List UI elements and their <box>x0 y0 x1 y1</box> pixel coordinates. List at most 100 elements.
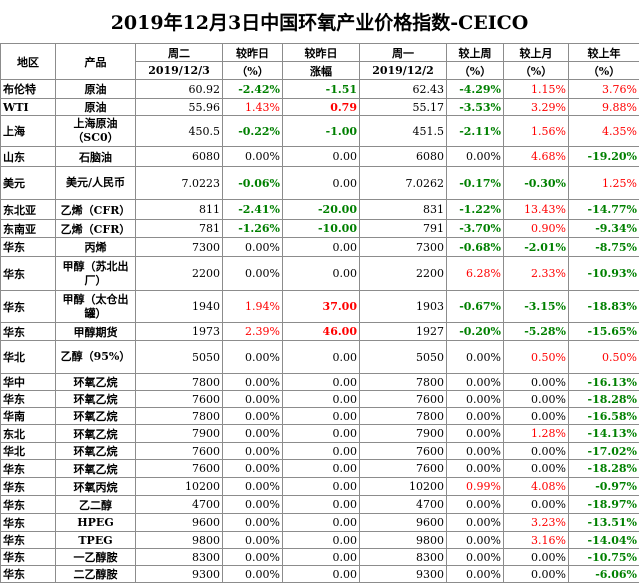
tue-value-cell: 9800 <box>135 531 223 549</box>
mon-value-cell: 9300 <box>359 565 447 583</box>
day-change-abs-cell: 0.00 <box>282 256 360 291</box>
product-cell: 乙烯（CFR） <box>55 199 136 220</box>
product-cell: 美元/人民币 <box>55 166 136 200</box>
month-change-cell: 0.00% <box>503 548 569 566</box>
week-change-cell: 0.00% <box>446 442 504 460</box>
week-change-cell: -2.11% <box>446 115 504 147</box>
table-row: 东北 环氧乙烷 7900 0.00% 0.00 7900 0.00% 1.28% -14.13% <box>0 424 639 443</box>
month-change-cell: 4.08% <box>503 477 569 496</box>
year-change-cell: -0.97% <box>568 477 639 496</box>
product-cell: 甲醇（太仓出罐） <box>55 290 136 323</box>
month-change-cell: 4.68% <box>503 146 569 167</box>
day-change-abs-cell: 0.00 <box>282 459 360 478</box>
day-change-pct-cell: 0.00% <box>222 407 283 425</box>
tue-value-cell: 10200 <box>135 477 223 496</box>
region-cell: 华北 <box>0 442 56 460</box>
month-change-cell: 3.23% <box>503 513 569 532</box>
day-change-abs-cell: 0.00 <box>282 565 360 583</box>
header-tue-date: 2019/12/3 <box>135 61 223 80</box>
mon-value-cell: 10200 <box>359 477 447 496</box>
year-change-cell: -19.20% <box>568 146 639 167</box>
day-change-pct-cell: 0.00% <box>222 340 283 374</box>
table-row: 华东 环氧乙烷 7600 0.00% 0.00 7600 0.00% 0.00% -18.28% <box>0 459 639 478</box>
week-change-cell: 6.28% <box>446 256 504 291</box>
region-cell: 华东 <box>0 256 56 291</box>
table-row: 华东 丙烯 7300 0.00% 0.00 7300 -0.68% -2.01% -8.75% <box>0 237 639 257</box>
product-cell: 环氧丙烷 <box>55 477 136 496</box>
region-cell: 华东 <box>0 459 56 478</box>
table-row: 华东 环氧乙烷 7600 0.00% 0.00 7600 0.00% 0.00% -18.28% <box>0 390 639 408</box>
week-change-cell: -3.70% <box>446 219 504 238</box>
year-change-cell: -9.34% <box>568 219 639 238</box>
mon-value-cell: 7600 <box>359 459 447 478</box>
product-cell: HPEG <box>55 513 136 532</box>
product-cell: TPEG <box>55 531 136 549</box>
mon-value-cell: 7300 <box>359 237 447 257</box>
region-cell: 上海 <box>0 115 56 147</box>
table-row: 美元 美元/人民币 7.0223 -0.06% 0.00 7.0262 -0.17% -0.3… <box>0 166 639 200</box>
day-change-abs-cell: 0.00 <box>282 477 360 496</box>
week-change-cell: 0.00% <box>446 513 504 532</box>
month-change-cell: -3.15% <box>503 290 569 323</box>
mon-value-cell: 7600 <box>359 390 447 408</box>
year-change-cell: 9.88% <box>568 98 639 116</box>
tue-value-cell: 7600 <box>135 459 223 478</box>
table-row: 华北 乙醇（95%） 5050 0.00% 0.00 5050 0.00% 0.50% 0.50… <box>0 340 639 374</box>
mon-value-cell: 6080 <box>359 146 447 167</box>
table-row: 东北亚 乙烯（CFR） 811 -2.41% -20.00 831 -1.22% 13.43%… <box>0 199 639 220</box>
tue-value-cell: 811 <box>135 199 223 220</box>
region-cell: 美元 <box>0 166 56 200</box>
year-change-cell: -13.51% <box>568 513 639 532</box>
tue-value-cell: 7600 <box>135 442 223 460</box>
mon-value-cell: 8300 <box>359 548 447 566</box>
tue-value-cell: 450.5 <box>135 115 223 147</box>
region-cell: 华东 <box>0 322 56 341</box>
table-row: 山东 石脑油 6080 0.00% 0.00 6080 0.00% 4.68% -19.20% <box>0 146 639 167</box>
header-mon-date: 2019/12/2 <box>359 61 447 80</box>
table-row: WTI 原油 55.96 1.43% 0.79 55.17 -3.53% 3.29% 9.88% <box>0 98 639 116</box>
day-change-abs-cell: -10.00 <box>282 219 360 238</box>
tue-value-cell: 6080 <box>135 146 223 167</box>
table-row: 上海 上海原油（SC0） 450.5 -0.22% -1.00 451.5 -2.11% 1.… <box>0 115 639 147</box>
sheet-title: 2019年12月3日中国环氧产业价格指数-CEICO <box>110 12 529 34</box>
month-change-cell: 0.50% <box>503 340 569 374</box>
day-change-pct-cell: -0.22% <box>222 115 283 147</box>
day-change-pct-cell: -0.06% <box>222 166 283 200</box>
region-cell: 华东 <box>0 495 56 514</box>
month-change-cell: 1.56% <box>503 115 569 147</box>
month-change-cell: 0.00% <box>503 495 569 514</box>
mon-value-cell: 62.43 <box>359 79 447 99</box>
day-change-abs-cell: 0.00 <box>282 390 360 408</box>
region-cell: 华东 <box>0 513 56 532</box>
week-change-cell: 0.00% <box>446 407 504 425</box>
header-product: 产品 <box>55 43 136 80</box>
mon-value-cell: 1927 <box>359 322 447 341</box>
week-change-cell: 0.00% <box>446 531 504 549</box>
day-change-abs-cell: 0.79 <box>282 98 360 116</box>
day-change-pct-cell: 0.00% <box>222 548 283 566</box>
table-row: 华北 环氧乙烷 7600 0.00% 0.00 7600 0.00% 0.00% -17.02% <box>0 442 639 460</box>
mon-value-cell: 7600 <box>359 442 447 460</box>
month-change-cell: 0.00% <box>503 442 569 460</box>
price-table: 地区 产品 周二 较昨日 较昨日 周一 较上周 较上月 较上年 2019/12/… <box>0 43 639 583</box>
tue-value-cell: 2200 <box>135 256 223 291</box>
mon-value-cell: 4700 <box>359 495 447 514</box>
mon-value-cell: 1903 <box>359 290 447 323</box>
product-cell: 原油 <box>55 79 136 99</box>
region-cell: 华东 <box>0 290 56 323</box>
year-change-cell: -8.75% <box>568 237 639 257</box>
product-cell: 乙二醇 <box>55 495 136 514</box>
tue-value-cell: 7800 <box>135 373 223 391</box>
day-change-pct-cell: 0.00% <box>222 373 283 391</box>
header-tue: 周二 <box>135 43 223 62</box>
day-change-pct-cell: -2.41% <box>222 199 283 220</box>
mon-value-cell: 7800 <box>359 407 447 425</box>
table-row: 华东 乙二醇 4700 0.00% 0.00 4700 0.00% 0.00% -18.97% <box>0 495 639 514</box>
day-change-pct-cell: 0.00% <box>222 256 283 291</box>
day-change-abs-cell: 0.00 <box>282 340 360 374</box>
week-change-cell: -0.67% <box>446 290 504 323</box>
header-mon: 周一 <box>359 43 447 62</box>
product-cell: 石脑油 <box>55 146 136 167</box>
tue-value-cell: 1940 <box>135 290 223 323</box>
